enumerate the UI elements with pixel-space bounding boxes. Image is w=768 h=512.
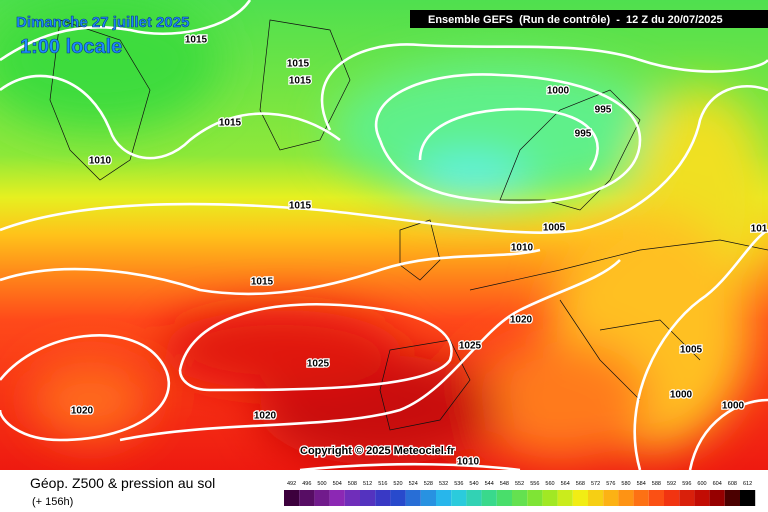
field [0, 0, 768, 470]
scale-swatch [314, 490, 330, 506]
isobar-label: 1015 [219, 118, 242, 129]
coastlines [49, 19, 768, 431]
isobar-label: 1010 [511, 243, 534, 254]
scale-label: 556 [530, 481, 539, 487]
scale-swatch [709, 490, 725, 506]
scale-label: 576 [606, 481, 615, 487]
scale-label: 532 [439, 481, 448, 487]
scale-label: 600 [697, 481, 706, 487]
scale-swatch [496, 490, 512, 506]
scale-swatch [572, 490, 588, 506]
scale-label: 596 [682, 481, 691, 487]
scale-swatch [329, 490, 345, 506]
scale-label: 496 [302, 481, 311, 487]
isobar-label: 995 [575, 129, 592, 140]
scale-swatch [390, 490, 406, 506]
scale-swatch [603, 490, 619, 506]
color-scale: 492 496 500 504 508 512 516 520 524 528 532 536 540 5… [284, 481, 756, 506]
scale-label: 516 [378, 481, 387, 487]
legend-subtitle: (+ 156h) [32, 496, 73, 508]
scale-label: 540 [469, 481, 478, 487]
legend-title: Géop. Z500 & pression au sol [30, 475, 215, 491]
isobar-label: 1015 [251, 277, 274, 288]
date-title: Dimanche 27 juillet 2025 [16, 14, 189, 31]
scale-swatch [375, 490, 391, 506]
scale-label: 584 [637, 481, 646, 487]
scale-swatch [405, 490, 421, 506]
scale-label: 588 [652, 481, 661, 487]
scale-label: 612 [743, 481, 752, 487]
scale-label: 508 [348, 481, 357, 487]
model-info: Ensemble GEFS (Run de contrôle) - 12 Z d… [428, 14, 723, 26]
scale-swatch [512, 490, 528, 506]
scale-swatch [299, 490, 315, 506]
model-box [410, 10, 768, 28]
scale-label: 528 [424, 481, 433, 487]
scale-label: 548 [500, 481, 509, 487]
scale-label: 524 [409, 481, 418, 487]
scale-swatch [618, 490, 634, 506]
local-time: 1:00 locale [20, 36, 122, 58]
isobar-label: 1025 [459, 341, 482, 352]
scale-swatch [284, 490, 300, 506]
isobars [0, 0, 768, 470]
scale-swatch [360, 490, 376, 506]
scale-label: 512 [363, 481, 372, 487]
scale-swatch [740, 490, 756, 506]
scale-label: 608 [728, 481, 737, 487]
scale-label: 568 [576, 481, 585, 487]
scale-swatch [679, 490, 695, 506]
isobar-label: 1000 [547, 86, 570, 97]
scale-label: 604 [713, 481, 722, 487]
scale-label: 492 [287, 481, 296, 487]
isobar-label: 1020 [510, 315, 533, 326]
scale-label: 580 [621, 481, 630, 487]
isobar-label: 1015 [185, 35, 208, 46]
scale-swatch [694, 490, 710, 506]
isobar-label: 1015 [289, 201, 312, 212]
isobar-label: 1005 [680, 345, 703, 356]
scale-swatch [451, 490, 467, 506]
scale-swatch [527, 490, 543, 506]
scale-label: 560 [545, 481, 554, 487]
isobar-label: 1000 [722, 401, 745, 412]
isobar-label: 101 [751, 224, 768, 235]
scale-label: 564 [561, 481, 570, 487]
scale-label: 592 [667, 481, 676, 487]
copyright: Copyright © 2025 Meteociel.fr [300, 445, 456, 457]
scale-label: 536 [454, 481, 463, 487]
scale-label: 520 [393, 481, 402, 487]
isobar-label: 1000 [670, 390, 693, 401]
scale-label: 500 [317, 481, 326, 487]
scale-swatch [420, 490, 436, 506]
scale-swatch [344, 490, 360, 506]
scale-swatch [588, 490, 604, 506]
scale-label: 504 [333, 481, 342, 487]
scale-swatch [436, 490, 452, 506]
scale-swatch [724, 490, 740, 506]
scale-label: 544 [485, 481, 494, 487]
isobar-label: 1025 [307, 359, 330, 370]
isobar-label: 995 [595, 105, 612, 116]
isobar-label: 1020 [254, 411, 277, 422]
isobar-label: 1015 [287, 59, 310, 70]
scale-swatch [481, 490, 497, 506]
isobar-label: 1010 [89, 156, 112, 167]
isobar-label: 1005 [543, 223, 566, 234]
scale-swatch [648, 490, 664, 506]
isobar-label: 1020 [71, 406, 94, 417]
scale-swatch [466, 490, 482, 506]
scale-label: 552 [515, 481, 524, 487]
isobar-label: 1010 [457, 457, 480, 468]
scale-label: 572 [591, 481, 600, 487]
scale-swatch [557, 490, 573, 506]
isobar-labels: 1015 1015 1015 1015 1010 1000 995 995 10… [70, 33, 768, 469]
scale-swatch [542, 490, 558, 506]
isobar-label: 1015 [289, 76, 312, 87]
scale-swatch [664, 490, 680, 506]
scale-swatch [633, 490, 649, 506]
